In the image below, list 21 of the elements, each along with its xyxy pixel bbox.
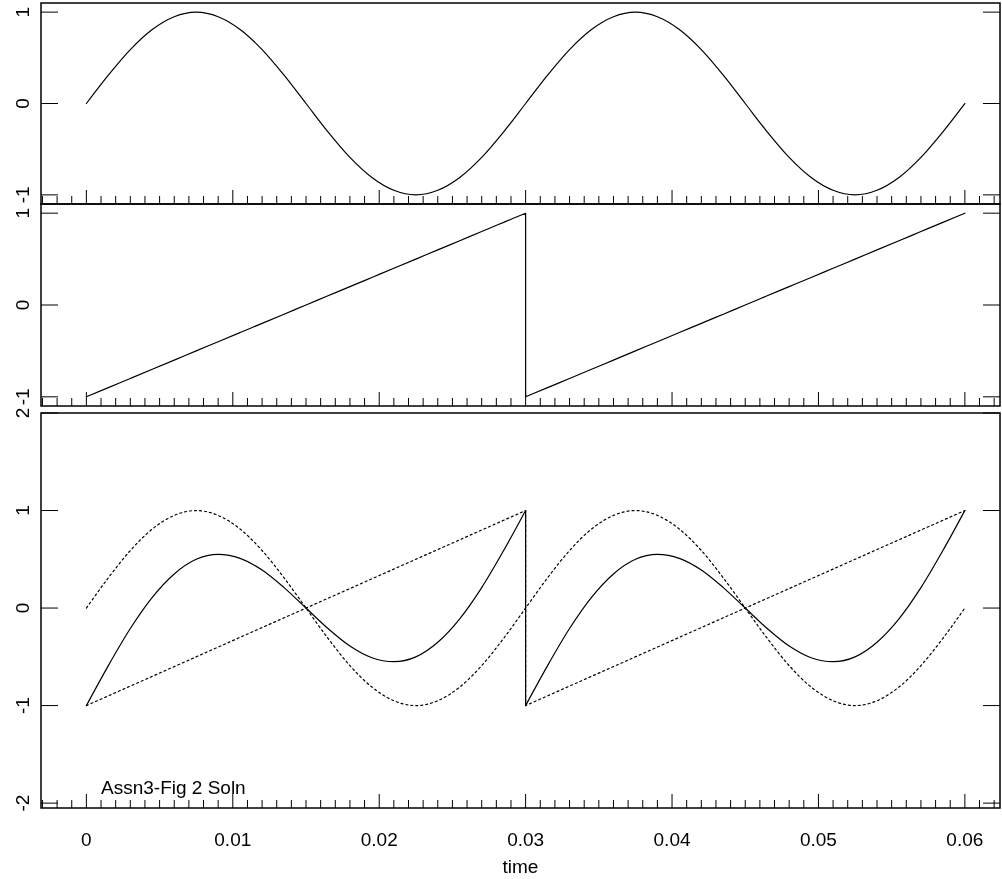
y-tick-label: 0	[12, 602, 33, 614]
x-tick-label: 0.06	[946, 829, 984, 850]
y-tick-label: 1	[12, 207, 33, 219]
y-tick-label: 1	[12, 505, 33, 516]
x-tick-label: 0.05	[799, 829, 837, 850]
x-tick-label: 0.03	[507, 829, 545, 850]
line-series	[85, 509, 966, 707]
y-tick-label: -2	[12, 794, 33, 812]
x-tick-label: 0.01	[214, 829, 252, 850]
x-tick-label: 0	[81, 829, 92, 850]
annotation: Assn3-Fig 2 Soln	[101, 777, 246, 798]
y-tick-label: 2	[12, 407, 33, 419]
y-tick-label: -1	[12, 388, 33, 406]
x-tick-label: 0.02	[360, 829, 398, 850]
y-tick-label: 0	[12, 299, 33, 311]
y-tick-label: 1	[12, 6, 33, 18]
x-axis-title: time	[502, 856, 539, 877]
y-tick-label: 0	[12, 98, 33, 109]
y-tick-label: -1	[12, 186, 33, 204]
x-tick-label: 0.04	[653, 829, 691, 850]
y-tick-label: -1	[12, 697, 33, 715]
